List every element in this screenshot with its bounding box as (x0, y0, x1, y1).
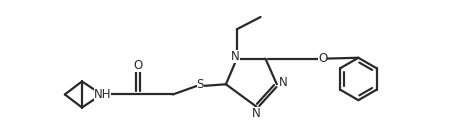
Text: N: N (251, 107, 260, 120)
Text: S: S (196, 78, 203, 91)
Text: N: N (278, 76, 287, 89)
Text: NH: NH (94, 88, 111, 101)
Text: O: O (133, 59, 143, 72)
Text: O: O (317, 52, 326, 65)
Text: N: N (231, 50, 239, 63)
